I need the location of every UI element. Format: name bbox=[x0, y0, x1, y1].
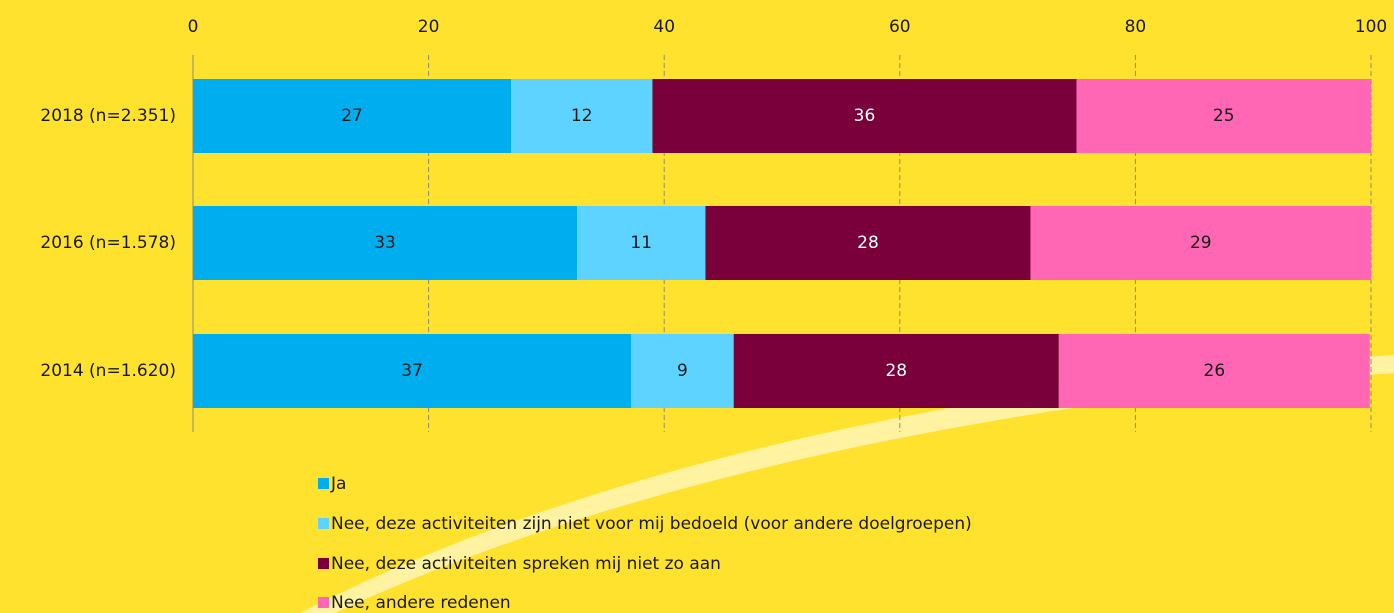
bar-segment bbox=[631, 334, 734, 408]
bar-segment bbox=[1076, 79, 1371, 153]
y-tick-label: 2018 (n=2.351) bbox=[40, 106, 176, 126]
data-label: 25 bbox=[1213, 106, 1235, 126]
bar-segment bbox=[1058, 334, 1370, 408]
data-label: 33 bbox=[374, 233, 396, 253]
legend-label: Ja bbox=[330, 474, 346, 494]
data-label: 28 bbox=[885, 361, 907, 381]
data-label: 12 bbox=[571, 106, 593, 126]
y-tick-label: 2016 (n=1.578) bbox=[40, 233, 176, 253]
x-tick-label: 80 bbox=[1125, 17, 1147, 37]
bar-segment bbox=[511, 79, 653, 153]
data-label: 28 bbox=[857, 233, 879, 253]
bar-segment bbox=[652, 79, 1077, 153]
data-label: 29 bbox=[1190, 233, 1212, 253]
bar-segment bbox=[733, 334, 1059, 408]
bar-segment bbox=[577, 206, 706, 280]
legend-label: Nee, deze activiteiten spreken mij niet … bbox=[331, 554, 721, 574]
bar-segment bbox=[193, 79, 512, 153]
legend-swatch bbox=[318, 558, 329, 569]
bar-segment bbox=[193, 334, 632, 408]
bar-segment bbox=[705, 206, 1031, 280]
legend-swatch bbox=[318, 518, 329, 529]
legend-label: Nee, andere redenen bbox=[331, 593, 511, 613]
x-tick-label: 60 bbox=[889, 17, 911, 37]
x-tick-label: 20 bbox=[418, 17, 440, 37]
y-tick-label: 2014 (n=1.620) bbox=[40, 361, 176, 381]
data-label: 26 bbox=[1204, 361, 1226, 381]
x-tick-label: 40 bbox=[653, 17, 675, 37]
bar-segment bbox=[1030, 206, 1371, 280]
legend-swatch bbox=[318, 597, 329, 608]
legend-label: Nee, deze activiteiten zijn niet voor mi… bbox=[331, 514, 972, 534]
x-tick-label: 0 bbox=[188, 17, 199, 37]
data-label: 37 bbox=[401, 361, 423, 381]
data-label: 11 bbox=[630, 233, 652, 253]
data-label: 9 bbox=[677, 361, 688, 381]
data-label: 36 bbox=[854, 106, 876, 126]
x-tick-label: 100 bbox=[1355, 17, 1387, 37]
bar-segment bbox=[193, 206, 578, 280]
data-label: 27 bbox=[341, 106, 363, 126]
legend-swatch bbox=[318, 478, 329, 489]
